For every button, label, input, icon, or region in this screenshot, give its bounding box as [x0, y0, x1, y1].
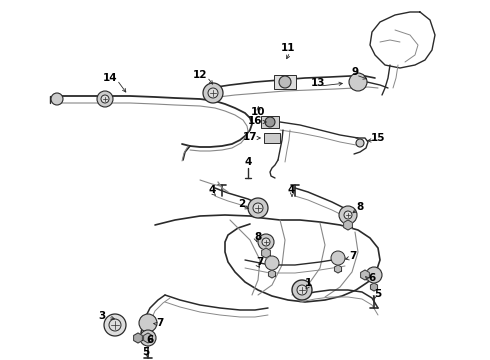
Circle shape — [258, 234, 274, 250]
Circle shape — [104, 314, 126, 336]
Text: 15: 15 — [371, 133, 385, 143]
Text: 6: 6 — [147, 335, 154, 345]
Text: 17: 17 — [243, 132, 257, 142]
Text: 12: 12 — [193, 70, 207, 80]
Circle shape — [51, 93, 63, 105]
Circle shape — [366, 267, 382, 283]
Text: 13: 13 — [311, 78, 325, 88]
Bar — [264, 133, 280, 143]
Circle shape — [101, 95, 109, 103]
Text: 3: 3 — [98, 311, 106, 321]
Text: 5: 5 — [374, 289, 382, 299]
Circle shape — [203, 83, 223, 103]
Polygon shape — [335, 265, 342, 273]
Text: 11: 11 — [281, 43, 295, 53]
Circle shape — [139, 314, 157, 332]
Bar — [274, 75, 296, 89]
Circle shape — [109, 319, 121, 331]
Circle shape — [208, 88, 218, 98]
Text: 1: 1 — [304, 278, 312, 288]
Text: 4: 4 — [245, 157, 252, 167]
Circle shape — [349, 73, 367, 91]
Text: 7: 7 — [256, 257, 264, 267]
Text: 6: 6 — [368, 273, 376, 283]
Text: 4: 4 — [287, 185, 294, 195]
Text: 7: 7 — [349, 251, 357, 261]
Circle shape — [331, 251, 345, 265]
Bar — [261, 116, 279, 128]
Text: 10: 10 — [251, 107, 265, 117]
Polygon shape — [262, 248, 270, 258]
Text: 8: 8 — [356, 202, 364, 212]
Text: 2: 2 — [238, 199, 245, 209]
Text: 14: 14 — [103, 73, 117, 83]
Text: 16: 16 — [248, 116, 262, 126]
Circle shape — [262, 238, 270, 246]
Circle shape — [356, 139, 364, 147]
Circle shape — [248, 198, 268, 218]
Text: 7: 7 — [156, 318, 164, 328]
Circle shape — [339, 206, 357, 224]
Circle shape — [344, 211, 352, 219]
Circle shape — [140, 330, 156, 346]
Polygon shape — [134, 333, 142, 343]
Circle shape — [265, 256, 279, 270]
Circle shape — [292, 280, 312, 300]
Circle shape — [265, 117, 275, 127]
Circle shape — [253, 203, 263, 213]
Text: 5: 5 — [143, 347, 149, 357]
Circle shape — [297, 285, 307, 295]
Circle shape — [279, 76, 291, 88]
Polygon shape — [269, 270, 275, 278]
Text: 9: 9 — [351, 67, 359, 77]
Text: 8: 8 — [254, 232, 262, 242]
Polygon shape — [144, 333, 152, 343]
Polygon shape — [370, 283, 377, 291]
Text: 4: 4 — [208, 185, 216, 195]
Circle shape — [97, 91, 113, 107]
Polygon shape — [343, 220, 352, 230]
Polygon shape — [361, 270, 369, 280]
